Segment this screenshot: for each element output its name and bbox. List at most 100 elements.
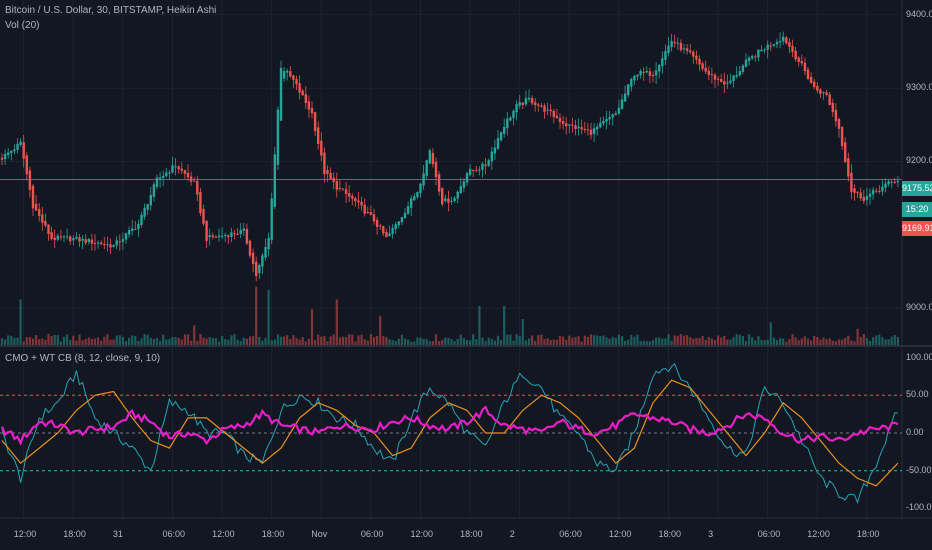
volume-bar (689, 337, 692, 345)
oscillator-tick: 0.00 (906, 427, 924, 437)
volume-bar (413, 341, 416, 345)
volume-bar (692, 338, 695, 345)
countdown-tag: 15:20 (902, 202, 932, 217)
volume-bar (580, 341, 583, 345)
candle-body (534, 102, 537, 106)
candle-body (220, 235, 224, 237)
candle-body (478, 169, 481, 171)
volume-bar (701, 335, 704, 345)
candle-body (227, 235, 230, 238)
volume-bar (825, 339, 828, 345)
volume-bar (717, 335, 720, 345)
volume-bar (589, 334, 593, 345)
volume-bar (887, 339, 890, 345)
oscillator-tick: -100.00 (906, 502, 932, 513)
candle-body (406, 206, 410, 214)
candle-body (769, 45, 772, 47)
candle-body (754, 56, 757, 58)
candle-body (335, 181, 338, 190)
candle-body (825, 92, 828, 95)
candle-body (25, 155, 28, 175)
candle-body (871, 189, 875, 195)
candle-body (59, 236, 63, 238)
candle-body (484, 164, 487, 167)
volume-bar (289, 338, 292, 345)
volume-bar (794, 337, 797, 345)
volume-bar (763, 340, 766, 345)
volume-bar (667, 334, 670, 345)
oscillator-tick: 100.00 (906, 351, 932, 362)
volume-bar (236, 339, 239, 345)
volume-bar (605, 337, 608, 345)
volume-bar (813, 335, 816, 345)
volume-bar (512, 340, 515, 345)
candle-body (0, 157, 4, 160)
volume-bar (270, 340, 273, 345)
candle-body (788, 42, 791, 47)
candle-body (174, 166, 177, 168)
candle-body (850, 172, 853, 193)
candle-body (338, 188, 342, 190)
candle-body (369, 212, 373, 215)
candle-body (267, 237, 270, 250)
candle-body (447, 198, 450, 203)
volume-bar (363, 339, 366, 345)
candle-body (292, 75, 295, 80)
wt2-line (1, 379, 899, 487)
candle-body (481, 163, 484, 170)
volume-bar (97, 337, 100, 345)
volume-bar (673, 335, 676, 345)
candle-body (651, 74, 655, 76)
candle-body (251, 252, 255, 265)
candle-body (193, 180, 196, 182)
candle-body (524, 98, 528, 105)
candle-body (834, 110, 838, 122)
candle-body (512, 110, 515, 119)
time-tick: Nov (311, 529, 328, 539)
volume-bar (710, 338, 713, 345)
candle-body (168, 172, 171, 174)
volume-bar (385, 337, 388, 345)
candle-body (521, 102, 524, 105)
candle-body (785, 37, 788, 44)
candle-body (363, 204, 366, 214)
volume-bar (84, 339, 87, 345)
candle-body (565, 123, 568, 127)
candle-body (109, 244, 112, 248)
candle-body (636, 74, 639, 77)
candle-body (530, 98, 534, 104)
time-tick: 12:00 (13, 529, 37, 539)
candle-body (809, 76, 813, 83)
candle-body (698, 58, 701, 65)
candle-body (44, 221, 47, 226)
candle-body (121, 239, 125, 242)
candle-body (555, 115, 559, 119)
candle-body (642, 71, 645, 73)
candle-body (664, 51, 667, 60)
candle-body (13, 149, 16, 152)
volume-bar (465, 340, 469, 345)
candle-body (264, 247, 267, 258)
candle-body (416, 192, 419, 198)
volume-bar (137, 341, 140, 345)
volume-bar (655, 337, 658, 345)
candle-body (413, 196, 416, 201)
volume-bar (227, 339, 230, 345)
volume-bar (751, 337, 754, 345)
volume-bar (527, 338, 531, 345)
oscillator-tick: 50.00 (906, 389, 929, 400)
volume-bar (283, 336, 286, 345)
volume-bar (487, 337, 490, 345)
volume-bar (698, 337, 701, 345)
volume-bar (484, 341, 487, 345)
volume-bar (196, 341, 199, 345)
candle-body (444, 198, 447, 202)
volume-bar (819, 339, 822, 345)
volume-bar (292, 335, 295, 345)
candle-body (131, 228, 134, 231)
volume-bar (109, 339, 112, 345)
candle-body (577, 126, 580, 129)
candle-body (202, 208, 205, 224)
candle-body (475, 170, 478, 172)
